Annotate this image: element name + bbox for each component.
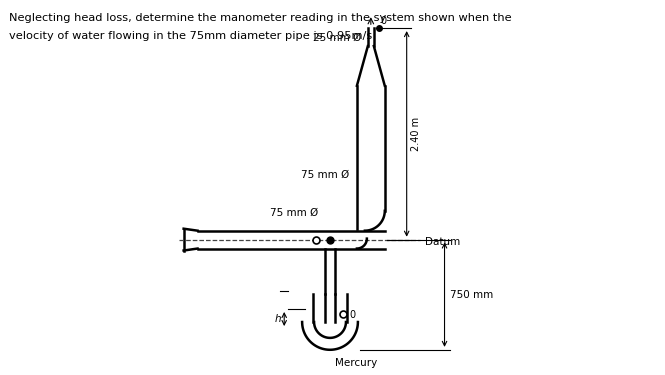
Text: 0: 0 <box>349 310 355 320</box>
Text: 75 mm Ø: 75 mm Ø <box>270 208 319 218</box>
Text: h: h <box>275 314 281 324</box>
Text: 0: 0 <box>381 16 387 26</box>
Text: 75 mm Ø: 75 mm Ø <box>301 170 349 180</box>
Text: 25 mm Ø: 25 mm Ø <box>313 33 361 43</box>
Text: Datum: Datum <box>425 237 460 247</box>
Text: Neglecting head loss, determine the manometer reading in the system shown when t: Neglecting head loss, determine the mano… <box>9 13 512 23</box>
Text: Mercury: Mercury <box>335 358 377 368</box>
Text: 750 mm: 750 mm <box>450 290 493 300</box>
Text: 2.40 m: 2.40 m <box>411 117 421 151</box>
Text: velocity of water flowing in the 75mm diameter pipe is 0.95m/s: velocity of water flowing in the 75mm di… <box>9 31 372 41</box>
